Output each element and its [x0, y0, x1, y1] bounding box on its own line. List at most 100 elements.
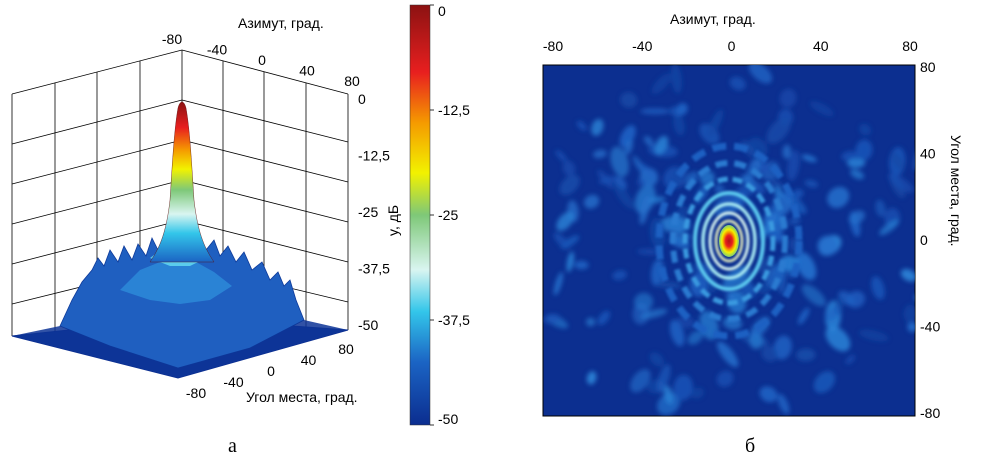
ring-5 [682, 176, 776, 306]
caption-b: б [745, 435, 755, 457]
sidelobe-speckle [630, 369, 651, 393]
heatmap-xtick-label: 0 [728, 38, 736, 54]
sidelobe-speckle [716, 370, 734, 387]
sidelobe-speckle [813, 371, 836, 394]
surface-yaxis-ticks: -80 -40 0 40 80 [186, 341, 354, 401]
sidelobe-speckle [559, 174, 580, 196]
sidelobe-speckle [624, 139, 634, 155]
sidelobe-speckle [759, 386, 778, 403]
heatmap-xtick-label: 80 [902, 38, 918, 54]
main-beam-peak [149, 101, 215, 263]
sidelobe-speckle [827, 186, 850, 208]
heatmap-xaxis-label: Азимут, град. [670, 11, 756, 27]
sidelobe-speckle [888, 173, 914, 193]
surface-ytick-label: 80 [338, 341, 354, 357]
sidelobe-speckle [754, 182, 766, 195]
sidelobe-speckle [795, 252, 817, 281]
colorbar-tick-label: -50 [438, 411, 458, 427]
sidelobe-highlights [120, 256, 232, 304]
sidelobe-speckle [673, 113, 685, 136]
sidelobe-speckle [859, 329, 889, 342]
surface-xaxis-ticks: -80 -40 0 40 80 [162, 31, 360, 89]
sidelobe-speckle [612, 270, 627, 281]
sidelobe-speckle [825, 326, 851, 352]
sidelobe-speckle [651, 259, 665, 287]
sidelobe-speckle [651, 73, 672, 94]
colorbar-tick-label: -25 [438, 207, 458, 223]
surface-xtick-label: 0 [258, 52, 266, 68]
sidelobe-speckle [847, 158, 866, 168]
sidelobe-speckle [717, 341, 739, 368]
sidelobe-speckle [657, 364, 671, 393]
sidelobe-speckle [748, 65, 773, 84]
ring-4 [693, 191, 765, 291]
sidelobe-speckle [801, 154, 817, 163]
heatmap-yaxis-ticks: 80 40 0 -40 -80 [920, 59, 940, 421]
sidelobe-speckle [656, 281, 682, 289]
ring-3 [701, 202, 757, 280]
surface-ztick-label: -12,5 [358, 148, 390, 164]
surface-ztick-label: -25 [358, 204, 378, 220]
sidelobe-speckle [787, 150, 800, 181]
sidelobe-speckle [825, 306, 841, 322]
sidelobe-speckle [774, 186, 782, 199]
sidelobe-speckle [574, 260, 589, 270]
sidelobe-speckle [670, 65, 682, 94]
surface-xtick-label: 40 [299, 63, 315, 79]
sidelobe-speckle [809, 101, 834, 117]
sidelobe-speckle [907, 322, 915, 332]
sidelobe-speckle [543, 313, 561, 324]
surface-ytick-label: 40 [301, 352, 317, 368]
sidelobe-speckle [845, 354, 856, 365]
sidelobe-speckle [766, 117, 791, 144]
sidelobe-speckle [796, 348, 816, 362]
sidelobe-speckle [632, 302, 650, 325]
colorbar-tick-label: -37,5 [438, 312, 470, 328]
surface-xtick-label: 80 [344, 73, 360, 89]
sidelobe-speckle [676, 103, 688, 116]
colorbar-tick-label: -12,5 [438, 102, 470, 118]
sidelobe-speckle [576, 120, 587, 131]
heatmap-ytick-label: 40 [920, 146, 936, 162]
surface-xtick-label: -40 [207, 42, 227, 58]
sidelobe-speckle [649, 352, 664, 367]
sidelobe-speckle [673, 374, 693, 401]
sidelobe-speckle [761, 345, 778, 362]
surface-zaxis-ticks: 0 -12,5 -25 -37,5 -50 [358, 91, 390, 333]
sidelobe-speckle [663, 385, 674, 405]
sidelobe-speckle [566, 251, 575, 273]
surface-ztick-label: -37,5 [358, 261, 390, 277]
surface-plot: Азимут, град. -80 -40 0 40 80 0 -12,5 -25 -37,5… [11, 15, 401, 457]
sidelobe-speckle [586, 371, 597, 385]
sidelobe-speckle [553, 232, 570, 249]
sidelobe-speckle [556, 211, 574, 231]
sidelobe-speckle [748, 137, 768, 158]
sidelobe-speckle [647, 196, 666, 204]
sidelobe-speckle [640, 108, 670, 115]
sidelobe-speckle [855, 139, 873, 161]
heatmap-ytick-label: -40 [920, 319, 940, 335]
sidelobe-speckle [804, 179, 819, 188]
sidelobe-speckle [639, 308, 668, 319]
sidelobe-speckle [614, 183, 634, 209]
sidelobe-speckle [687, 330, 704, 345]
sidelobe-speckle [773, 335, 792, 360]
ring-2 [708, 211, 750, 271]
sidelobe-speckle [777, 393, 790, 415]
sidelobe-speckle [846, 290, 866, 308]
heatmap-ytick-label: 80 [920, 59, 936, 75]
sidelobe-speckle [782, 144, 792, 159]
heatmap-plot: Азимут, град. -80 -40 0 40 80 80 40 0 -40 -80 Уг… [542, 11, 964, 457]
colorbar-ticks: 0 -12,5 -25 -37,5 -50 [430, 3, 470, 427]
surface-ztick-label: 0 [358, 91, 366, 107]
sidelobe-speckle [792, 189, 804, 199]
main-beam-hotspot [719, 225, 739, 257]
surface-ytick-label: -40 [223, 374, 243, 390]
heatmap-xtick-label: -40 [632, 38, 652, 54]
sidelobe-speckle [597, 310, 611, 326]
sidelobe-speckle [900, 268, 915, 282]
sidelobe-speckle [875, 199, 886, 217]
heatmap-yaxis-label: Угол места, град. [948, 135, 964, 247]
ring-1 [714, 219, 744, 263]
